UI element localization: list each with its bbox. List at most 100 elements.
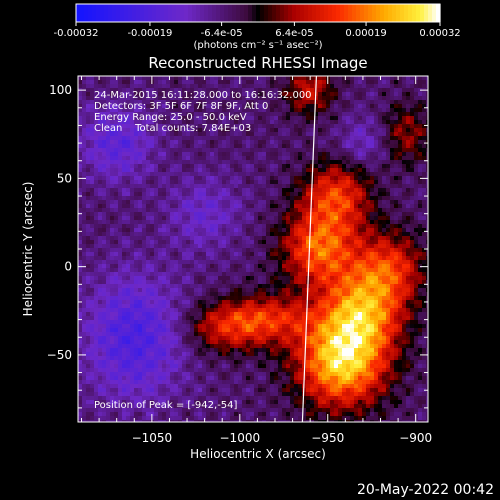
heatmap-cell xyxy=(334,284,339,289)
heatmap-cell xyxy=(250,104,255,109)
heatmap-cell xyxy=(166,196,171,201)
heatmap-cell xyxy=(210,164,215,169)
heatmap-cell xyxy=(354,212,359,217)
heatmap-cell xyxy=(102,168,107,173)
heatmap-cell xyxy=(274,128,279,133)
heatmap-cell xyxy=(90,124,95,129)
heatmap-cell xyxy=(110,268,115,273)
heatmap-cell xyxy=(318,148,323,153)
heatmap-cell xyxy=(222,232,227,237)
heatmap-cell xyxy=(318,112,323,117)
heatmap-cell xyxy=(130,280,135,285)
heatmap-cell xyxy=(198,180,203,185)
heatmap-cell xyxy=(230,256,235,261)
heatmap-cell xyxy=(314,156,319,161)
heatmap-cell xyxy=(130,176,135,181)
heatmap-cell xyxy=(210,76,215,81)
heatmap-cell xyxy=(254,212,259,217)
heatmap-cell xyxy=(78,124,83,129)
heatmap-cell xyxy=(214,148,219,153)
heatmap-cell xyxy=(82,76,87,81)
heatmap-cell xyxy=(378,84,383,89)
heatmap-cell xyxy=(294,116,299,121)
heatmap-cell xyxy=(110,288,115,293)
heatmap-cell xyxy=(162,220,167,225)
heatmap-cell xyxy=(150,200,155,205)
heatmap-cell xyxy=(298,248,303,253)
heatmap-cell xyxy=(410,168,415,173)
heatmap-cell xyxy=(310,284,315,289)
heatmap-cell xyxy=(202,92,207,97)
heatmap-cell xyxy=(126,204,131,209)
colorbar-cell xyxy=(92,4,97,22)
heatmap-cell xyxy=(78,104,83,109)
heatmap-cell xyxy=(166,132,171,137)
heatmap-cell xyxy=(126,164,131,169)
heatmap-cell xyxy=(314,276,319,281)
heatmap-cell xyxy=(262,228,267,233)
heatmap-cell xyxy=(202,236,207,241)
heatmap-cell xyxy=(370,96,375,101)
heatmap-cell xyxy=(238,248,243,253)
heatmap-cell xyxy=(202,296,207,301)
heatmap-cell xyxy=(342,88,347,93)
heatmap-cell xyxy=(150,204,155,209)
heatmap-cell xyxy=(226,224,231,229)
heatmap-cell xyxy=(314,240,319,245)
heatmap-cell xyxy=(394,292,399,297)
heatmap-cell xyxy=(350,120,355,125)
heatmap-cell xyxy=(390,124,395,129)
heatmap-cell xyxy=(402,136,407,141)
heatmap-cell xyxy=(346,256,351,261)
heatmap-cell xyxy=(302,256,307,261)
heatmap-cell xyxy=(410,128,415,133)
heatmap-cell xyxy=(310,112,315,117)
heatmap-cell xyxy=(222,84,227,89)
heatmap-cell xyxy=(182,144,187,149)
heatmap-cell xyxy=(78,132,83,137)
heatmap-cell xyxy=(102,288,107,293)
heatmap-cell xyxy=(194,140,199,145)
heatmap-cell xyxy=(206,196,211,201)
heatmap-cell xyxy=(82,136,87,141)
heatmap-cell xyxy=(306,88,311,93)
heatmap-cell xyxy=(414,188,419,193)
heatmap-cell xyxy=(298,176,303,181)
heatmap-cell xyxy=(226,96,231,101)
heatmap-cell xyxy=(230,200,235,205)
heatmap-cell xyxy=(126,208,131,213)
heatmap-cell xyxy=(90,236,95,241)
heatmap-cell xyxy=(362,188,367,193)
heatmap-cell xyxy=(122,244,127,249)
heatmap-cell xyxy=(410,244,415,249)
heatmap-cell xyxy=(146,200,151,205)
heatmap-cell xyxy=(354,124,359,129)
heatmap-cell xyxy=(142,152,147,157)
heatmap-cell xyxy=(98,184,103,189)
heatmap-cell xyxy=(126,84,131,89)
heatmap-cell xyxy=(286,88,291,93)
heatmap-cell xyxy=(126,100,131,105)
heatmap-cell xyxy=(314,136,319,141)
heatmap-cell xyxy=(270,116,275,121)
heatmap-cell xyxy=(178,236,183,241)
heatmap-cell xyxy=(398,236,403,241)
heatmap-cell xyxy=(122,80,127,85)
heatmap-cell xyxy=(138,176,143,181)
heatmap-cell xyxy=(138,160,143,165)
heatmap-cell xyxy=(374,100,379,105)
heatmap-cell xyxy=(326,268,331,273)
heatmap-cell xyxy=(354,232,359,237)
heatmap-cell xyxy=(242,292,247,297)
heatmap-cell xyxy=(122,100,127,105)
heatmap-cell xyxy=(154,88,159,93)
heatmap-cell xyxy=(350,84,355,89)
heatmap-cell xyxy=(414,268,419,273)
heatmap-cell xyxy=(234,76,239,81)
heatmap-cell xyxy=(238,164,243,169)
heatmap-cell xyxy=(198,196,203,201)
heatmap-cell xyxy=(230,172,235,177)
heatmap-cell xyxy=(318,276,323,281)
heatmap-cell xyxy=(386,212,391,217)
heatmap-cell xyxy=(246,204,251,209)
